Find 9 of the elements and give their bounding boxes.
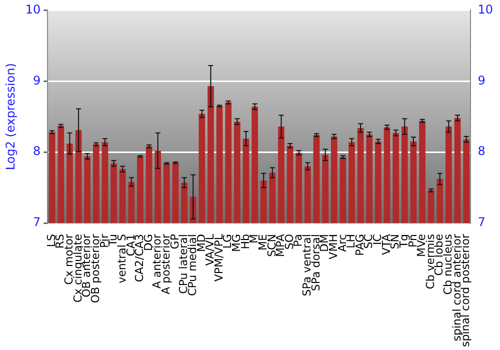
y-tick-label: 10 — [25, 2, 41, 16]
y2-tick-label: 9 — [478, 73, 486, 88]
y2-tick-label: 10 — [478, 2, 494, 16]
y-axis-title: Log2 (expression) — [3, 63, 18, 170]
y-tick-label: 7 — [33, 215, 41, 230]
y-tick-label: 8 — [33, 144, 41, 158]
y2-tick-label: 8 — [478, 144, 486, 158]
y-tick-label: 9 — [33, 73, 41, 88]
y2-tick-label: 7 — [478, 215, 486, 230]
